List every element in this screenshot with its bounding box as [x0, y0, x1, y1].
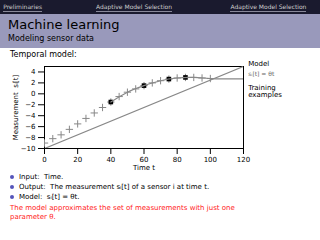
svg-text:80: 80 [173, 156, 182, 164]
html-text:Temporal model:: Temporal model: [10, 50, 77, 59]
html-text:Machine learning: Machine learning [8, 17, 120, 32]
svg-text:60: 60 [139, 156, 149, 165]
html-text:The model approximates the set: The model approximates the set of measur… [10, 204, 235, 221]
html-text:Output: The measurement sᵢ[t]: Output: The measurement sᵢ[t] of a senso… [19, 183, 210, 191]
html-text:Model: sᵢ[t] = θt.: Model: sᵢ[t] = θt. [19, 193, 80, 201]
svg-text:−2: −2 [25, 101, 35, 109]
svg-text:4: 4 [31, 68, 36, 76]
svg-text:sᵢ[t] = θt: sᵢ[t] = θt [248, 70, 275, 77]
svg-text:100: 100 [204, 156, 217, 164]
svg-text:0: 0 [31, 90, 35, 98]
html-text:Adaptive Model Selection: Adaptive Model Selection [230, 3, 307, 10]
svg-text:40: 40 [106, 156, 115, 164]
svg-text:−6: −6 [25, 123, 36, 131]
svg-text:Model: Model [248, 60, 269, 68]
svg-text:0: 0 [42, 156, 46, 164]
html-text:Preliminaries: Preliminaries [3, 3, 42, 10]
svg-text:120: 120 [237, 156, 250, 164]
html-text:Adaptive Model Selection: Adaptive Model Selection [96, 3, 172, 10]
svg-text:Trainingexamples: Trainingexamples [247, 84, 282, 99]
svg-text:Measurement sᵢ[t]: Measurement sᵢ[t] [12, 74, 20, 140]
html-text:Input: Time.: Input: Time. [19, 173, 64, 181]
svg-text:20: 20 [73, 156, 82, 164]
svg-text:−4: −4 [25, 112, 36, 120]
svg-text:Time t: Time t [132, 164, 155, 172]
svg-text:−8: −8 [25, 134, 35, 142]
html-text:Modeling sensor data: Modeling sensor data [8, 34, 94, 43]
svg-text:−10: −10 [21, 145, 36, 153]
svg-text:2: 2 [31, 79, 35, 87]
